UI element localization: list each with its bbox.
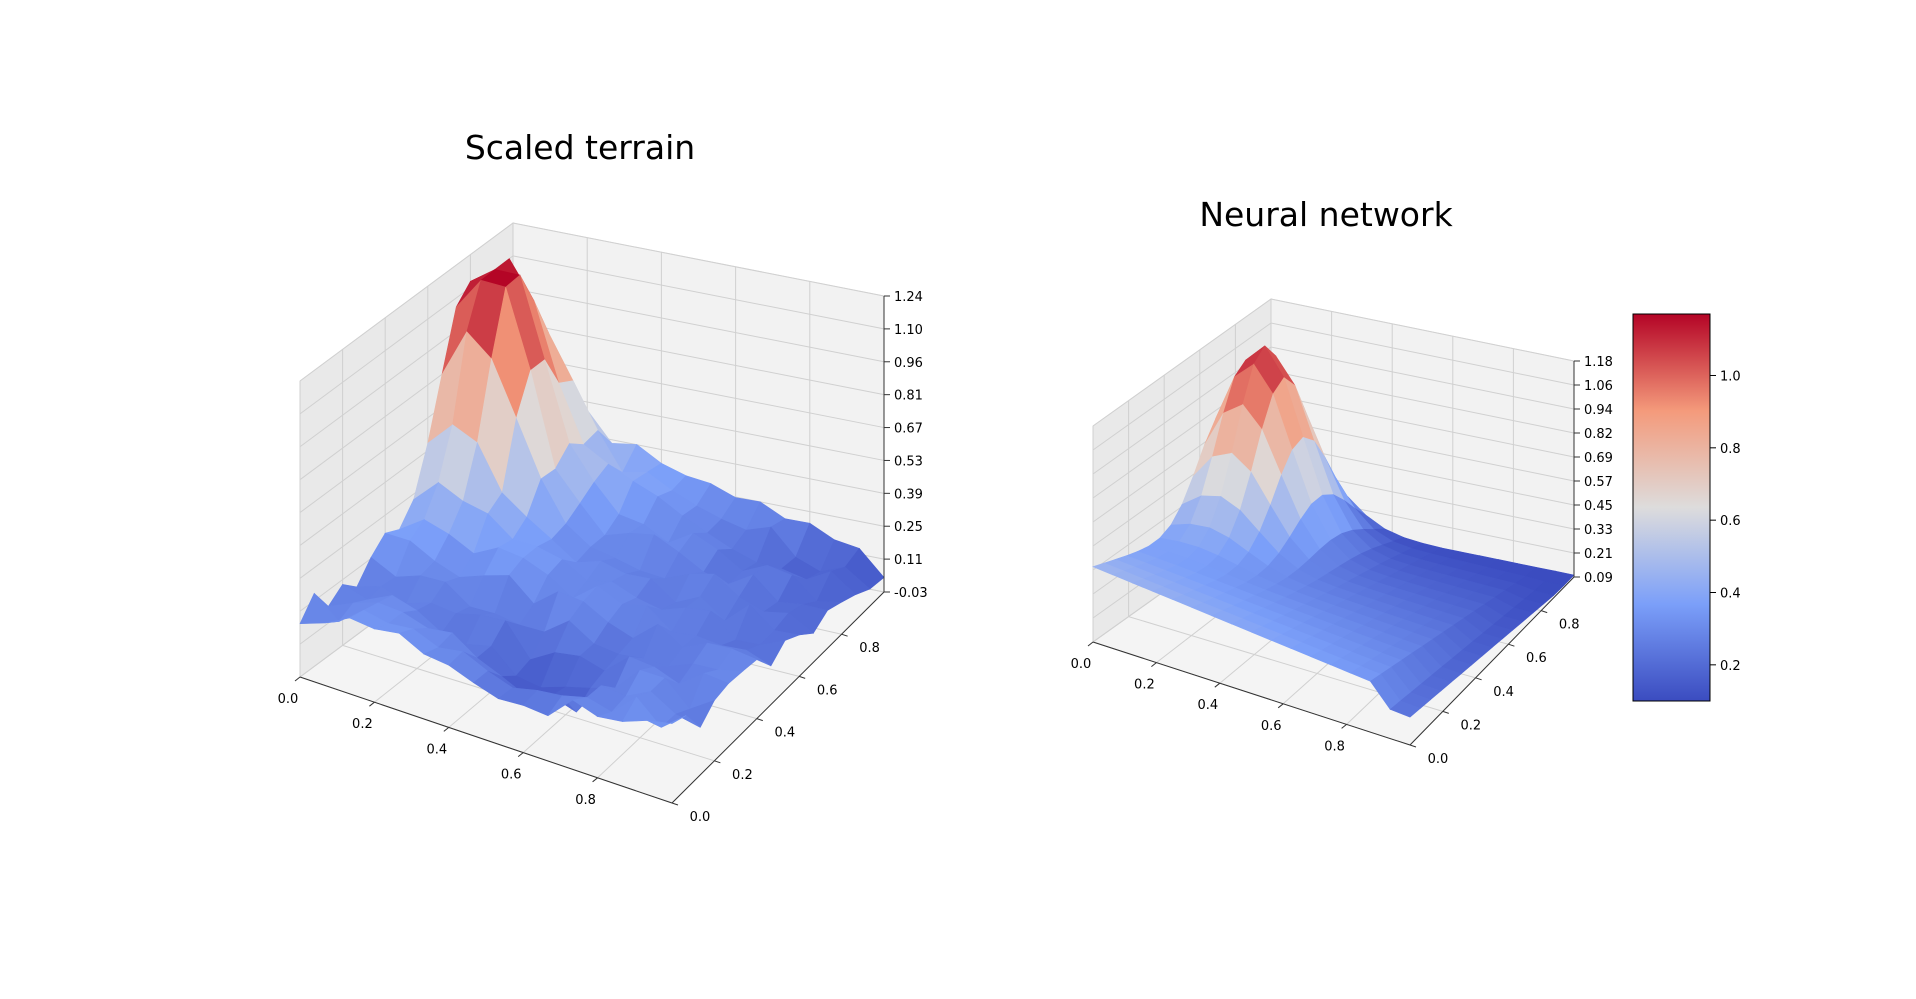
network-x-tick-label: 0.8 <box>1324 739 1345 754</box>
terrain-z-tick-label: 0.81 <box>894 389 923 404</box>
network-y-tick <box>1475 677 1482 681</box>
colorbar-tick-label: 0.6 <box>1720 514 1741 529</box>
terrain-x-tick <box>294 676 301 682</box>
network-subplot: Neural network 0.00.20.40.60.80.00.20.40… <box>1071 195 1613 767</box>
network-facet <box>1389 700 1421 718</box>
network-zgrid <box>1092 322 1575 451</box>
terrain-axes: 0.0 0.2 0.4 0.6 0.8 0.0 0.2 0.4 0.6 0.8 -0.03 0.11 0… <box>278 290 928 825</box>
terrain-x-tick-label: 0.4 <box>426 742 447 757</box>
network-z-tick-label: 0.33 <box>1584 523 1613 538</box>
network-z-tick-label: 0.45 <box>1584 499 1613 514</box>
colorbar-ticks: 0.2 0.4 0.6 0.8 1.0 <box>1710 369 1741 674</box>
colorbar-gradient <box>1632 313 1711 702</box>
network-zgrid <box>1092 298 1575 427</box>
network-axes: 0.0 0.2 0.4 0.6 0.8 0.0 0.2 0.4 0.6 0.8 0.09 0.21 0.… <box>1071 355 1613 767</box>
terrain-y-tick-label: 0.0 <box>690 810 711 825</box>
terrain-y-tick <box>841 633 848 637</box>
terrain-x-tick <box>443 727 450 732</box>
terrain-z-tick-label: 0.53 <box>894 454 923 469</box>
network-y-tick-label: 0.8 <box>1559 618 1580 633</box>
terrain-chart-title: Scaled terrain <box>465 128 695 167</box>
terrain-zgrid <box>299 222 885 382</box>
terrain-z-tick-label: 0.39 <box>894 487 923 502</box>
network-z-tick-label: 0.82 <box>1584 427 1613 442</box>
terrain-zgrid <box>299 255 885 415</box>
network-x-tick <box>1087 641 1094 647</box>
terrain-z-tick-label: 0.11 <box>894 553 923 568</box>
terrain-z-tick-label: 1.10 <box>894 323 923 338</box>
terrain-z-tick-label: 0.25 <box>894 520 923 535</box>
colorbar-tick-label: 0.2 <box>1720 659 1741 674</box>
network-y-tick-label: 0.2 <box>1460 718 1481 733</box>
terrain-y-tick <box>756 718 763 722</box>
network-x-tick <box>1341 724 1347 729</box>
terrain-x-tick <box>517 752 524 757</box>
terrain-surface <box>299 257 885 728</box>
network-y-tick-label: 0.0 <box>1428 752 1449 767</box>
network-chart-title: Neural network <box>1199 195 1453 234</box>
terrain-z-tick-label: 1.24 <box>894 290 923 305</box>
terrain-y-tick <box>671 802 679 806</box>
terrain-y-tick-label: 0.2 <box>732 768 753 783</box>
terrain-x-axis-line <box>299 676 673 804</box>
terrain-x-tick-label: 0.0 <box>278 692 299 707</box>
terrain-facet <box>647 715 687 728</box>
network-z-tick-label: 0.21 <box>1584 547 1613 562</box>
network-z-tick-label: 0.94 <box>1584 403 1613 418</box>
terrain-y-axis-line <box>671 591 885 804</box>
network-z-tick-label: 0.09 <box>1584 571 1613 586</box>
network-x-tick-label: 0.2 <box>1134 678 1155 693</box>
terrain-subplot: Scaled terrain 0.00.20.40.60.80.00.20.40… <box>278 128 928 825</box>
network-x-tick <box>1277 703 1284 709</box>
terrain-y-tick-label: 0.4 <box>774 726 795 741</box>
terrain-y-tick-label: 0.8 <box>859 641 880 656</box>
network-x-tick-label: 0.0 <box>1071 657 1092 672</box>
colorbar-tick-label: 0.8 <box>1720 442 1741 457</box>
network-y-tick-label: 0.4 <box>1493 685 1514 700</box>
network-y-axis-line <box>1409 576 1575 746</box>
network-x-axis-line <box>1092 641 1411 746</box>
terrain-z-tick-label: 0.67 <box>894 422 923 437</box>
network-x-tick-label: 0.6 <box>1261 719 1282 734</box>
network-y-tick <box>1541 610 1548 614</box>
terrain-z-tick-label: -0.03 <box>894 586 928 601</box>
network-zgrid <box>1092 346 1575 475</box>
network-z-tick-label: 1.18 <box>1584 355 1613 370</box>
network-surface <box>1092 345 1575 718</box>
terrain-x-tick-label: 0.8 <box>575 793 596 808</box>
network-x-tick <box>1151 662 1157 667</box>
terrain-y-tick <box>799 675 806 679</box>
terrain-x-tick <box>592 777 598 783</box>
network-z-tick-label: 1.06 <box>1584 379 1613 394</box>
network-y-tick <box>1442 710 1449 714</box>
terrain-z-tick-label: 0.96 <box>894 356 923 371</box>
terrain-y-tick-label: 0.6 <box>817 683 838 698</box>
colorbar-tick-label: 1.0 <box>1720 369 1741 384</box>
colorbar-tick-label: 0.4 <box>1720 586 1741 601</box>
terrain-x-tick-label: 0.6 <box>501 768 522 783</box>
network-y-tick-label: 0.6 <box>1526 651 1547 666</box>
terrain-x-tick <box>369 701 375 707</box>
network-y-tick <box>1508 643 1515 647</box>
network-z-tick-label: 0.57 <box>1584 475 1613 490</box>
network-x-tick-label: 0.4 <box>1197 698 1218 713</box>
colorbar: 0.2 0.4 0.6 0.8 1.0 <box>1632 313 1741 702</box>
network-y-tick <box>1409 744 1417 748</box>
terrain-y-tick <box>714 760 721 764</box>
network-z-tick-label: 0.69 <box>1584 451 1613 466</box>
network-x-tick <box>1214 682 1221 688</box>
terrain-x-tick-label: 0.2 <box>352 717 373 732</box>
